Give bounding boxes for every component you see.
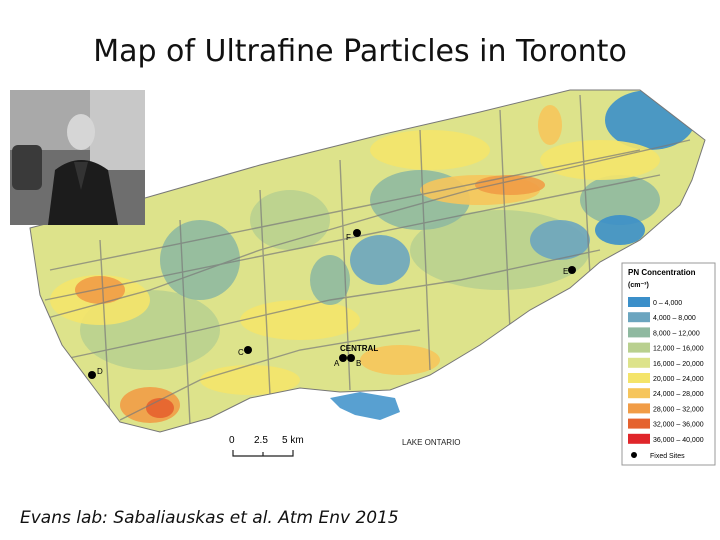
- site-label: B: [356, 359, 361, 368]
- site-marker: [353, 229, 361, 237]
- roads: [39, 94, 691, 426]
- legend-swatch: [628, 388, 650, 399]
- concentration-patch: [160, 220, 240, 300]
- scale-label: 2.5: [254, 435, 268, 446]
- slide-title: Map of Ultrafine Particles in Toronto: [93, 34, 627, 69]
- legend-swatch: [628, 433, 650, 444]
- area-label: CENTRAL: [340, 344, 378, 353]
- scale-label: 0: [229, 435, 235, 446]
- legend-swatch: [628, 357, 650, 368]
- site-label: D: [97, 367, 103, 376]
- concentration-patch: [146, 398, 174, 418]
- legend-label: 16,000 – 20,000: [653, 361, 704, 368]
- legend-label: 12,000 – 16,000: [653, 346, 704, 353]
- legend: PN Concentration (cm⁻³) Fixed Sites 0 – …: [621, 262, 716, 466]
- concentration-patch: [350, 235, 410, 285]
- legend-label: 4,000 – 8,000: [653, 315, 696, 322]
- legend-site-marker: [631, 452, 637, 458]
- city-boundary: [29, 89, 706, 433]
- legend-swatch: [628, 312, 650, 323]
- concentration-patch: [370, 130, 490, 170]
- concentration-patch: [310, 255, 350, 305]
- site-marker: [244, 346, 252, 354]
- caption: Evans lab: Sabaliauskas et al. Atm Env 2…: [20, 508, 399, 528]
- site-label: C: [238, 348, 244, 357]
- concentration-patch: [540, 140, 660, 180]
- legend-swatch: [628, 327, 650, 338]
- legend-label: 24,000 – 28,000: [653, 391, 704, 398]
- photo: [10, 90, 145, 225]
- fixed-sites: F E C D A B CENTRAL: [88, 229, 576, 379]
- legend-label: 8,000 – 12,000: [653, 330, 700, 337]
- scale-bar: 0 2.5 5 km: [229, 435, 304, 457]
- legend-swatch: [628, 297, 650, 307]
- concentration-patch: [595, 215, 645, 245]
- concentration-patch: [530, 220, 590, 260]
- concentration-patch: [75, 276, 125, 304]
- scale-label: 5 km: [282, 435, 304, 446]
- legend-swatch: [628, 373, 650, 383]
- site-marker: [568, 266, 576, 274]
- concentration-patch: [360, 345, 440, 375]
- legend-swatch: [628, 342, 650, 353]
- legend-label: 36,000 – 40,000: [653, 437, 704, 444]
- site-label: F: [346, 233, 351, 242]
- site-marker: [347, 354, 355, 362]
- legend-label: 32,000 – 36,000: [653, 422, 704, 429]
- site-marker: [88, 371, 96, 379]
- site-label: A: [334, 359, 340, 368]
- legend-fixed-sites: Fixed Sites: [650, 453, 685, 460]
- legend-label: 20,000 – 24,000: [653, 376, 704, 383]
- lake-label: LAKE ONTARIO: [402, 438, 461, 447]
- legend-unit: (cm⁻³): [628, 282, 649, 289]
- island: [330, 392, 400, 420]
- concentration-patch: [240, 300, 360, 340]
- concentration-patch: [538, 105, 562, 145]
- legend-label: 28,000 – 32,000: [653, 406, 704, 413]
- legend-title: PN Concentration: [628, 268, 696, 277]
- site-label: E: [563, 267, 568, 276]
- legend-swatch: [628, 418, 650, 429]
- concentration-patch: [475, 175, 545, 195]
- legend-label: 0 – 4,000: [653, 300, 682, 307]
- site-marker: [339, 354, 347, 362]
- legend-swatch: [628, 403, 650, 414]
